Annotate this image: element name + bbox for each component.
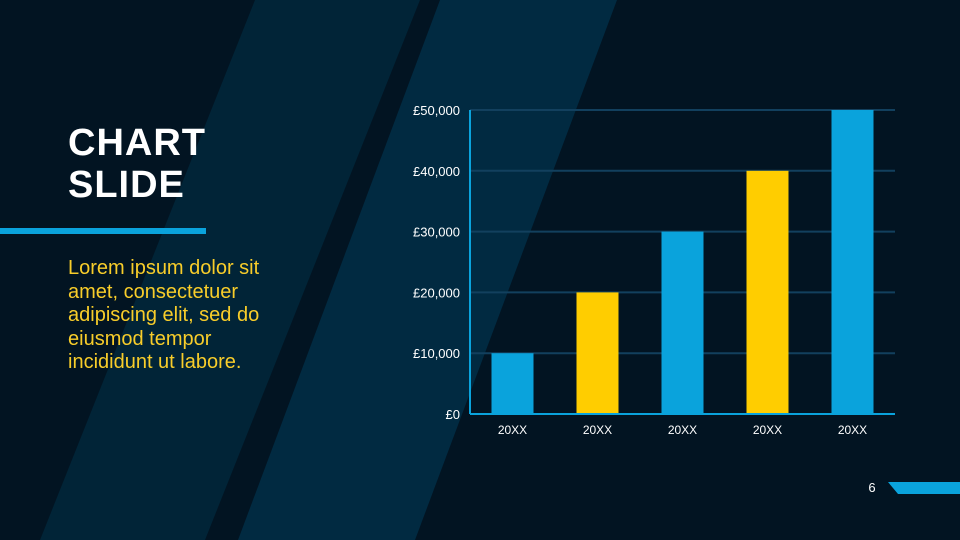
title-accent-bar	[0, 228, 206, 234]
chart-bar	[576, 292, 619, 414]
chart-bar	[746, 170, 789, 414]
chart-x-tick-label: 20XX	[753, 423, 782, 437]
slide-body-text: Lorem ipsum dolor sit amet, consectetuer…	[68, 257, 260, 373]
chart-x-tick-label: 20XX	[498, 423, 527, 437]
background-stripe-left	[40, 0, 420, 540]
chart-bars	[491, 110, 874, 414]
chart-x-tick-label: 20XX	[583, 423, 612, 437]
chart-x-tick-label: 20XX	[668, 423, 697, 437]
chart-x-tick-label: 20XX	[838, 423, 867, 437]
chart-y-tick-label: £30,000	[413, 225, 460, 240]
chart-y-axis-labels: £0 £10,000 £20,000 £30,000 £40,000 £50,000	[413, 103, 460, 422]
page-number: 6	[868, 480, 876, 495]
chart-y-tick-label: £20,000	[413, 285, 460, 300]
chart-y-tick-label: £50,000	[413, 103, 460, 118]
footer-accent-bar	[888, 481, 960, 494]
chart-y-tick-label: £40,000	[413, 164, 460, 179]
chart-y-tick-label: £0	[446, 407, 460, 422]
chart-bar	[491, 353, 534, 414]
chart-x-axis-labels: 20XX 20XX 20XX 20XX 20XX	[498, 423, 867, 437]
background-stripe-right	[238, 0, 617, 540]
chart-bar	[831, 110, 874, 414]
bar-chart: £0 £10,000 £20,000 £30,000 £40,000 £50,000 20…	[413, 103, 895, 437]
slide-title: CHART SLIDE	[68, 122, 206, 206]
chart-y-tick-label: £10,000	[413, 346, 460, 361]
chart-bar	[661, 231, 704, 414]
